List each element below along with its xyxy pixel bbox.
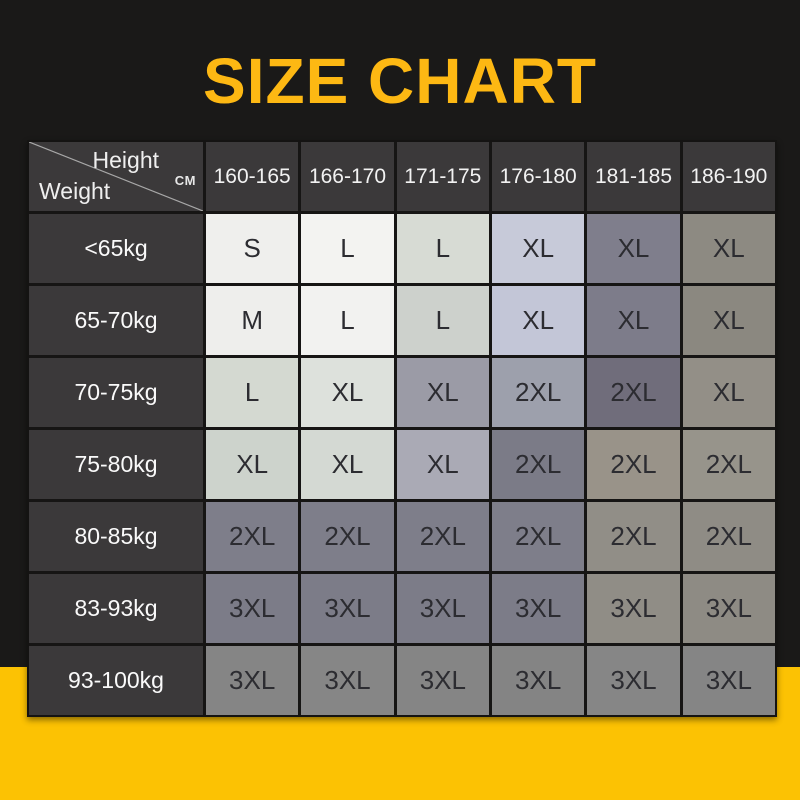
weight-row-header-2: 70-75kg	[29, 358, 203, 427]
size-cell-r5-c3: 3XL	[492, 574, 585, 643]
weight-row-header-5: 83-93kg	[29, 574, 203, 643]
column-header-5: 186-190	[682, 142, 775, 211]
size-cell-r5-c2: 3XL	[396, 574, 489, 643]
size-cell-r6-c2: 3XL	[396, 646, 489, 715]
size-cell-r2-c1: XL	[301, 358, 394, 427]
weight-axis-label: Weight	[39, 178, 111, 204]
page-title: SIZE CHART	[203, 45, 597, 117]
size-cell-r3-c0: XL	[206, 430, 299, 499]
size-chart-table: Height CM Weight 160-165 166-170 171-175 17…	[27, 140, 777, 717]
size-cell-r0-c4: XL	[587, 214, 680, 283]
size-cell-r1-c0: M	[206, 286, 299, 355]
size-cell-r4-c1: 2XL	[301, 502, 394, 571]
size-cell-r2-c3: 2XL	[492, 358, 585, 427]
height-axis-label: Height	[92, 147, 159, 173]
size-cell-r1-c3: XL	[492, 286, 585, 355]
size-cell-r2-c0: L	[206, 358, 299, 427]
size-cell-r2-c5: XL	[682, 358, 775, 427]
weight-row-header-1: 65-70kg	[29, 286, 203, 355]
size-cell-r4-c5: 2XL	[682, 502, 775, 571]
size-cell-r3-c5: 2XL	[682, 430, 775, 499]
size-cell-r6-c4: 3XL	[587, 646, 680, 715]
weight-row-header-4: 80-85kg	[29, 502, 203, 571]
size-cell-r6-c1: 3XL	[301, 646, 394, 715]
size-cell-r0-c0: S	[206, 214, 299, 283]
size-cell-r1-c4: XL	[587, 286, 680, 355]
size-cell-r1-c1: L	[301, 286, 394, 355]
size-cell-r0-c1: L	[301, 214, 394, 283]
size-cell-r2-c2: XL	[396, 358, 489, 427]
size-cell-r0-c5: XL	[682, 214, 775, 283]
size-cell-r4-c4: 2XL	[587, 502, 680, 571]
corner-cell: Height CM Weight	[29, 142, 203, 211]
column-header-1: 166-170	[301, 142, 394, 211]
size-cell-r3-c2: XL	[396, 430, 489, 499]
size-cell-r5-c0: 3XL	[206, 574, 299, 643]
size-cell-r1-c5: XL	[682, 286, 775, 355]
size-cell-r6-c0: 3XL	[206, 646, 299, 715]
weight-row-header-0: <65kg	[29, 214, 203, 283]
size-cell-r5-c5: 3XL	[682, 574, 775, 643]
size-cell-r4-c2: 2XL	[396, 502, 489, 571]
size-cell-r3-c3: 2XL	[492, 430, 585, 499]
size-cell-r0-c3: XL	[492, 214, 585, 283]
size-cell-r4-c0: 2XL	[206, 502, 299, 571]
size-cell-r1-c2: L	[396, 286, 489, 355]
size-cell-r6-c5: 3XL	[682, 646, 775, 715]
weight-row-header-3: 75-80kg	[29, 430, 203, 499]
size-cell-r5-c4: 3XL	[587, 574, 680, 643]
size-cell-r4-c3: 2XL	[492, 502, 585, 571]
size-cell-r0-c2: L	[396, 214, 489, 283]
column-header-4: 181-185	[587, 142, 680, 211]
size-cell-r5-c1: 3XL	[301, 574, 394, 643]
size-cell-r2-c4: 2XL	[587, 358, 680, 427]
column-header-2: 171-175	[396, 142, 489, 211]
size-cell-r3-c4: 2XL	[587, 430, 680, 499]
unit-label: CM	[174, 173, 196, 188]
column-header-3: 176-180	[492, 142, 585, 211]
column-header-0: 160-165	[206, 142, 299, 211]
size-cell-r6-c3: 3XL	[492, 646, 585, 715]
weight-row-header-6: 93-100kg	[29, 646, 203, 715]
diagonal-line-icon	[29, 142, 203, 211]
size-cell-r3-c1: XL	[301, 430, 394, 499]
